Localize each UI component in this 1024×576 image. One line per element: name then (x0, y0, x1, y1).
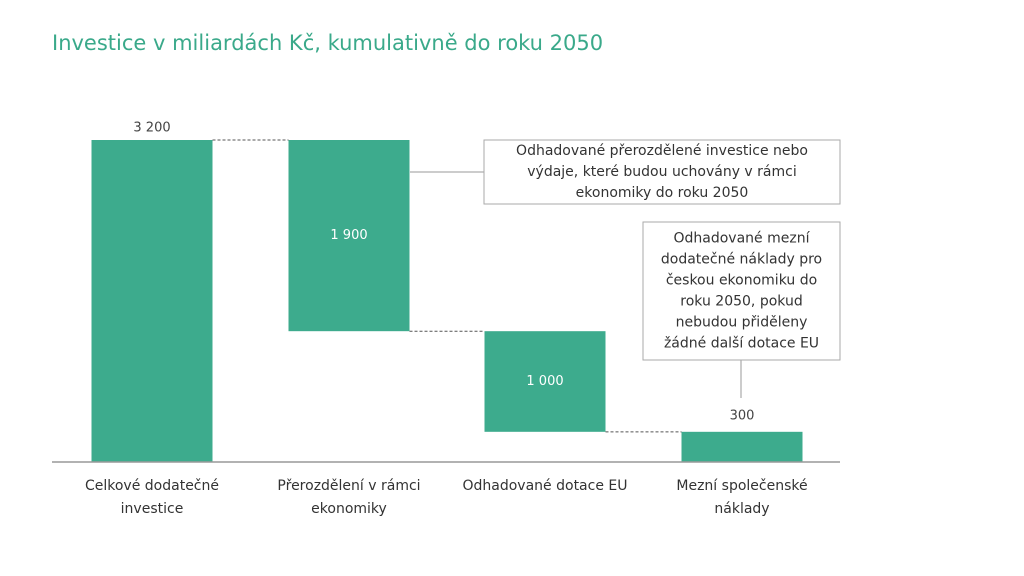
value-label: 300 (730, 408, 755, 423)
annotation-text: Odhadované mezní (674, 231, 811, 247)
bar (91, 140, 213, 462)
annotation-text: nebudou přiděleny (676, 315, 808, 331)
annotation-text: žádné další dotace EU (664, 336, 819, 352)
annotation-text: výdaje, které budou uchovány v rámci (527, 164, 796, 180)
chart-title: Investice v miliardách Kč, kumulativně d… (52, 31, 603, 55)
value-label: 3 200 (133, 121, 170, 136)
category-label: Celkové dodatečné investice (84, 478, 219, 517)
bar (484, 331, 606, 432)
annotation-text: Odhadované přerozdělené investice nebo (516, 143, 808, 159)
bar (681, 431, 803, 462)
category-label: Odhadované dotace EU (462, 478, 628, 494)
annotation-box (483, 139, 841, 205)
annotation-text: dodatečné náklady pro (661, 252, 822, 268)
annotation-text: roku 2050, pokud (680, 294, 802, 310)
bar (288, 140, 410, 332)
annotation-text: ekonomiky do roku 2050 (576, 185, 749, 201)
annotation-text: českou ekonomiku do (666, 273, 817, 289)
annotation-box (642, 221, 841, 361)
category-label: Přerozdělení v rámci ekonomiky (277, 478, 421, 517)
value-label: 1 000 (526, 374, 563, 389)
category-label: Mezní společenské náklady (676, 478, 808, 517)
value-label: 1 900 (330, 228, 367, 243)
